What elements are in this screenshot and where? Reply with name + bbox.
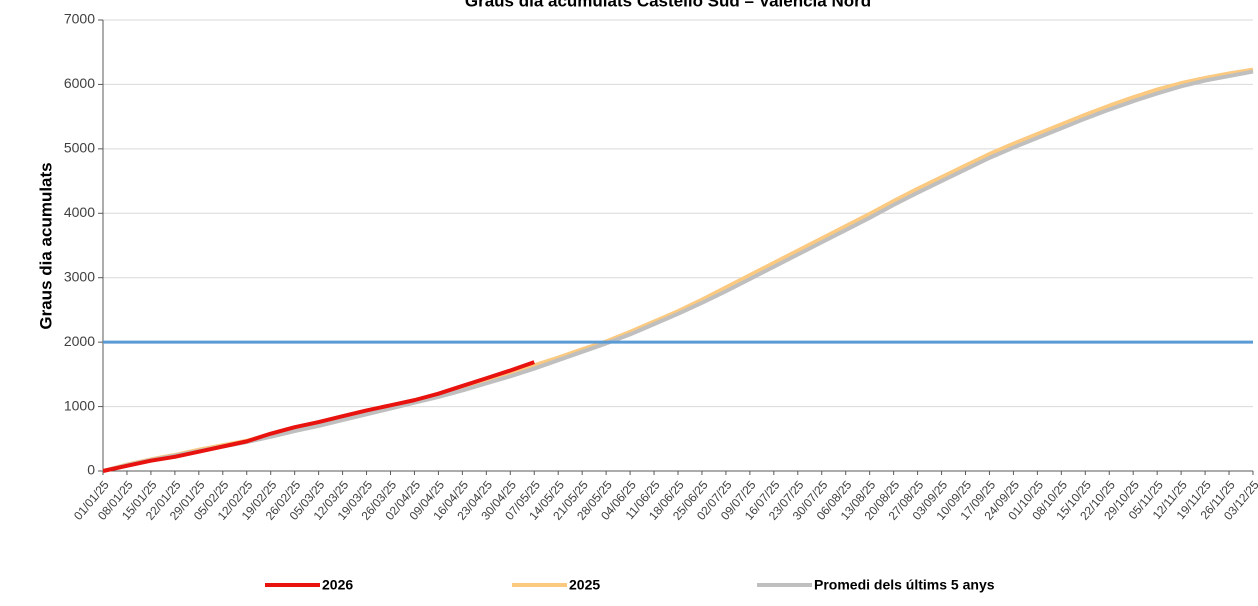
line-series: [102, 67, 1254, 473]
y-tick-label: 3000: [64, 268, 95, 284]
y-tick-label: 7000: [64, 11, 95, 27]
y-tick-label: 4000: [64, 204, 95, 220]
legend-label: Promedi dels últims 5 anys: [814, 577, 995, 593]
legend-label: 2026: [322, 577, 353, 593]
y-tick-label: 0: [87, 462, 95, 478]
line-series: [102, 360, 535, 473]
y-tick-label: 1000: [64, 397, 95, 413]
chart-title: Graus dia acumulats Castelló Sud – Valèn…: [465, 0, 871, 10]
y-tick-label: 2000: [64, 333, 95, 349]
legend-label: 2025: [569, 577, 600, 593]
line-series: [102, 69, 1254, 473]
y-axis-label: Graus dia acumulats: [36, 162, 55, 329]
y-tick-label: 6000: [64, 75, 95, 91]
y-tick-label: 5000: [64, 140, 95, 156]
